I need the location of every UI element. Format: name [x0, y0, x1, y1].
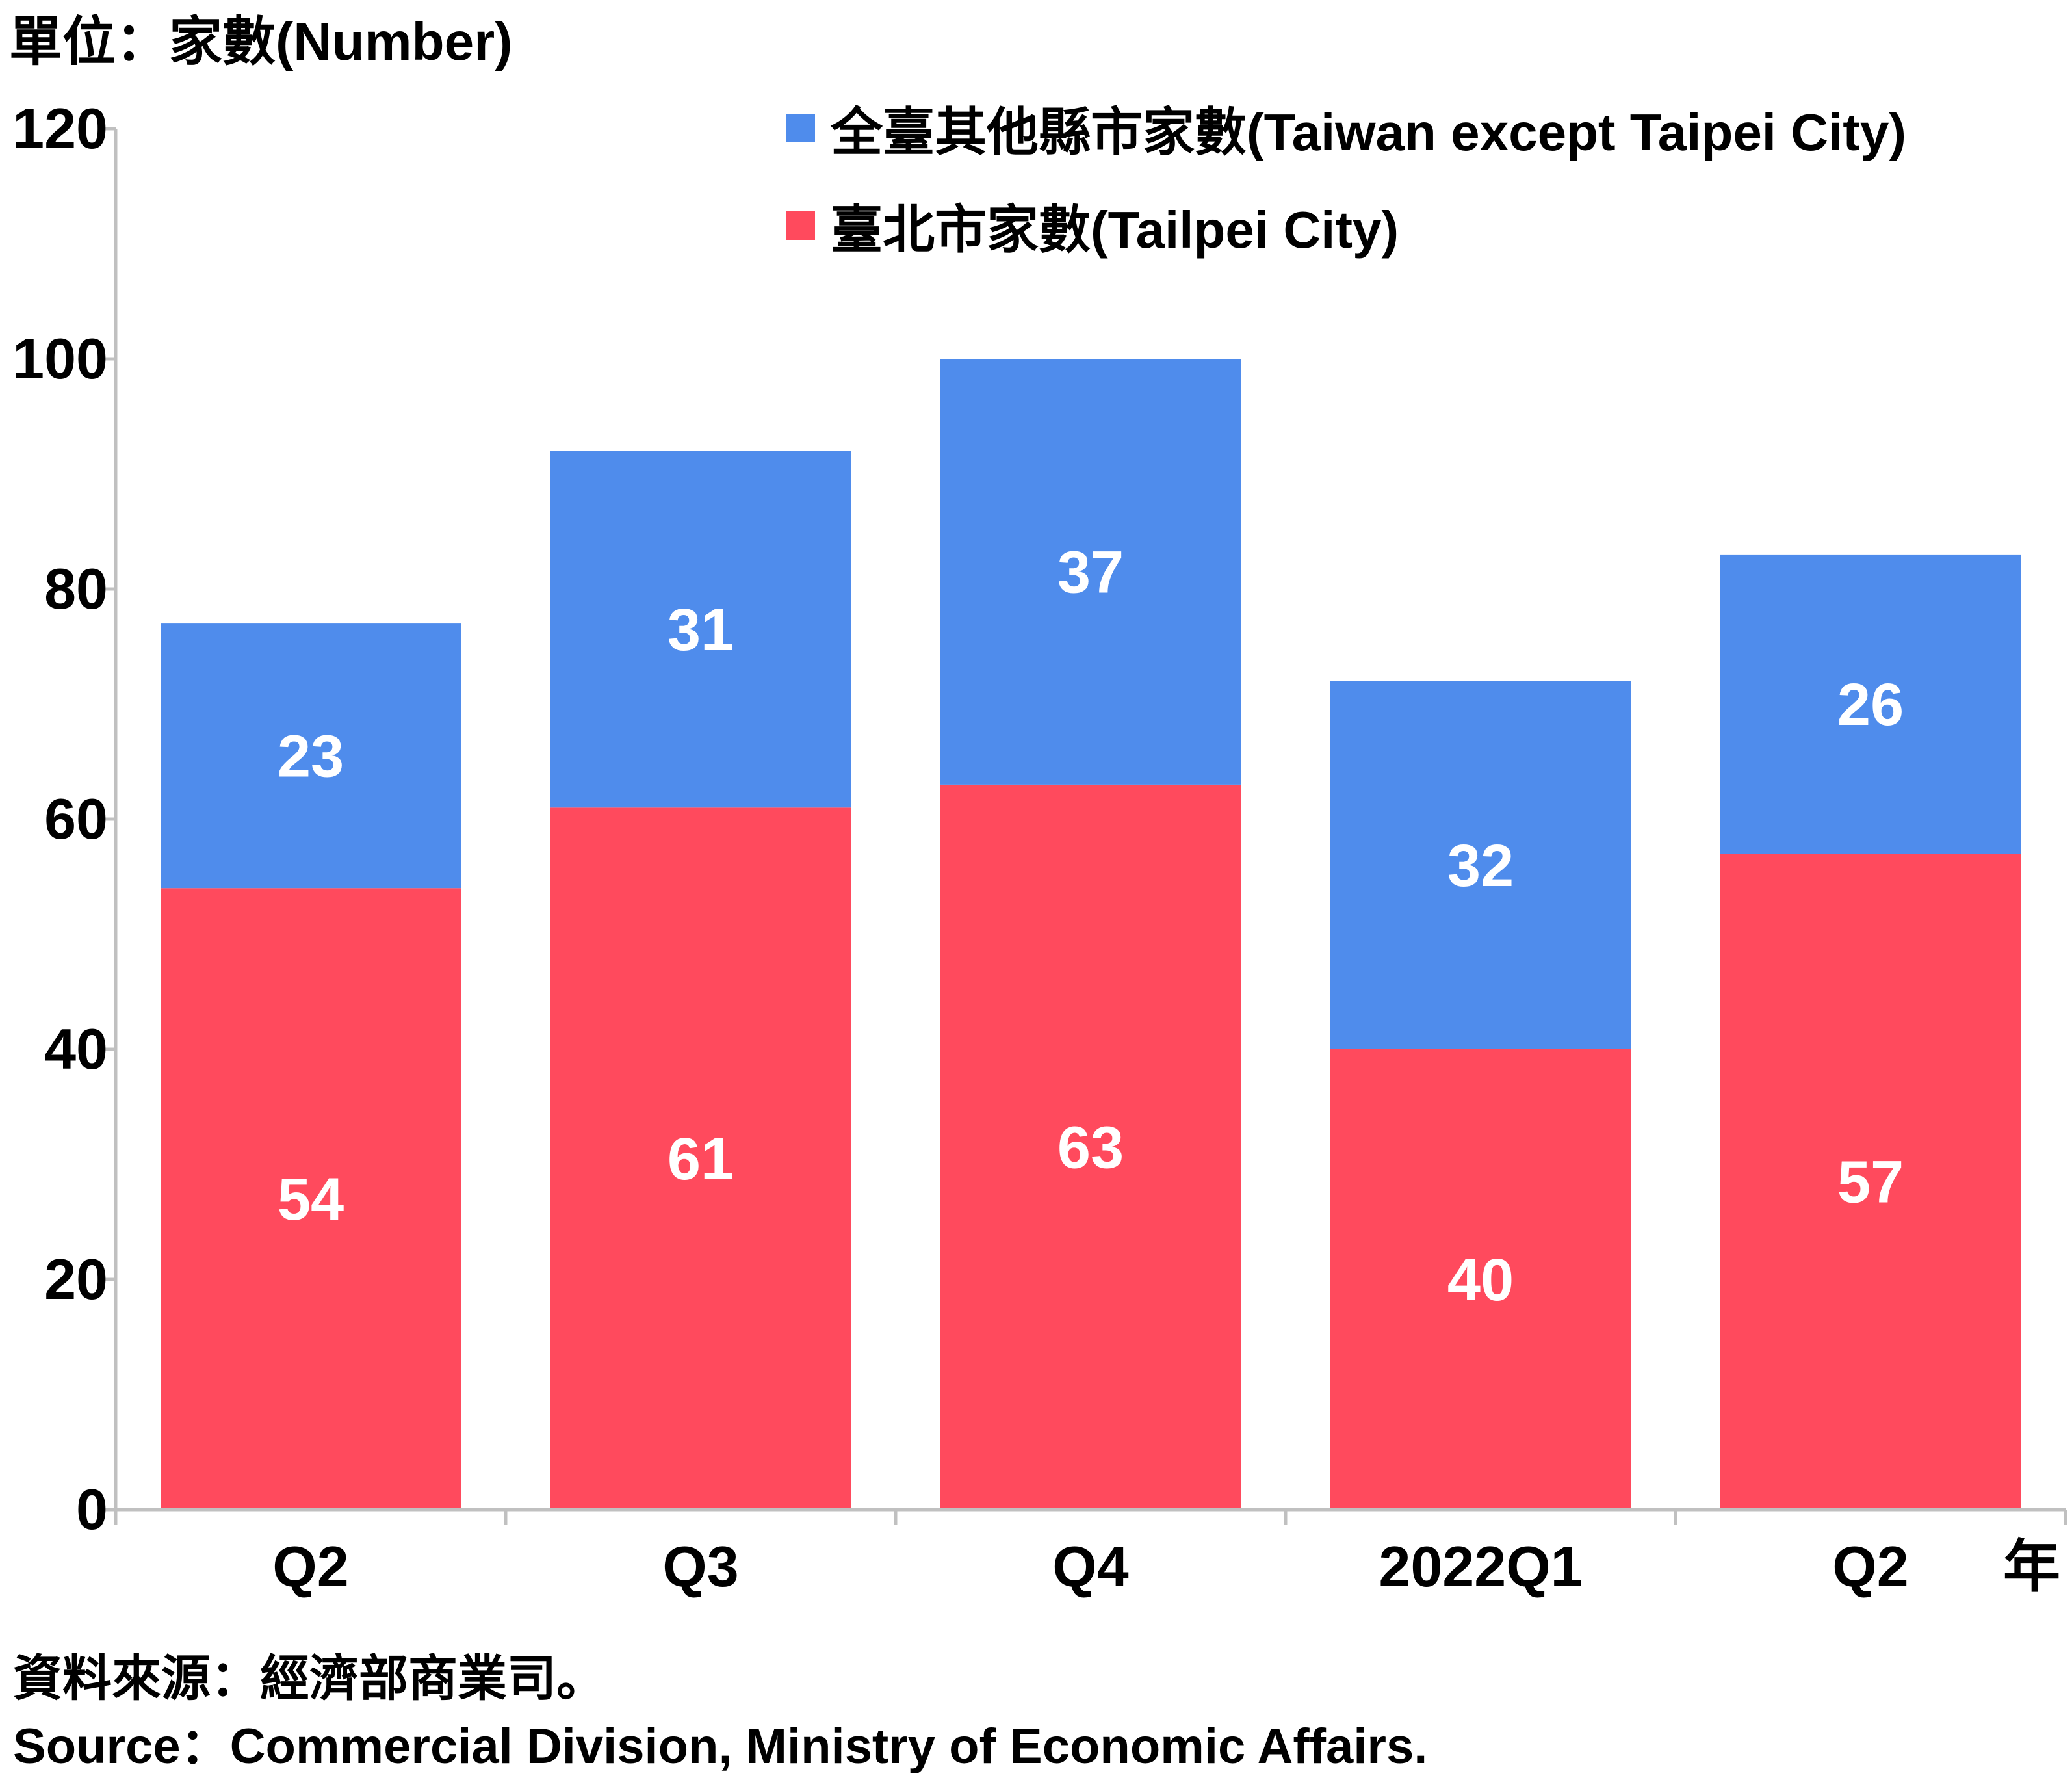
x-axis: Q2 Q3 Q4 2022Q1 Q2 — [114, 1508, 2067, 1599]
value-label-taipei-4: 57 — [1837, 1149, 1904, 1216]
y-tick-label-6: 120 — [12, 96, 108, 161]
x-tick-label-0: Q2 — [272, 1534, 348, 1599]
bar-other-0 — [161, 623, 461, 889]
legend-swatch-other — [786, 114, 815, 142]
year-suffix-label: 年 — [2003, 1534, 2060, 1599]
x-tick-label-4: Q2 — [1832, 1534, 1908, 1599]
source-en: Source：Commercial Division, Ministry of … — [13, 1719, 1427, 1774]
value-labels-group: 54 23 61 31 63 37 40 32 57 26 — [278, 539, 1904, 1313]
x-tick-label-3: 2022Q1 — [1379, 1534, 1582, 1599]
y-tick-label-5: 100 — [12, 326, 108, 391]
bar-taipei-3 — [1330, 1049, 1631, 1510]
value-label-taipei-2: 63 — [1057, 1114, 1124, 1181]
y-tick-label-2: 40 — [44, 1017, 108, 1081]
bar-other-2 — [940, 359, 1241, 785]
x-tick-label-1: Q3 — [662, 1534, 738, 1599]
y-tick-label-3: 60 — [44, 787, 108, 851]
value-label-taipei-1: 61 — [667, 1126, 734, 1192]
bar-other-4 — [1720, 554, 2021, 854]
bar-taipei-4 — [1720, 854, 2021, 1510]
legend: 全臺其他縣市家數(Taiwan except Taipei City) 臺北市家… — [786, 103, 1906, 259]
unit-label: 單位：家數(Number) — [9, 12, 512, 72]
value-label-other-2: 37 — [1057, 539, 1124, 605]
bar-other-1 — [550, 451, 851, 808]
bar-taipei-2 — [940, 784, 1241, 1510]
y-tick-label-0: 0 — [76, 1477, 108, 1541]
y-axis: 0 20 40 60 80 100 120 — [12, 96, 118, 1541]
legend-label-other: 全臺其他縣市家數(Taiwan except Taipei City) — [830, 103, 1906, 161]
bar-other-3 — [1330, 681, 1631, 1049]
value-label-taipei-0: 54 — [278, 1166, 344, 1233]
value-label-other-0: 23 — [278, 724, 344, 790]
legend-label-taipei: 臺北市家數(Tailpei City) — [831, 201, 1399, 259]
value-label-taipei-3: 40 — [1447, 1247, 1514, 1313]
value-label-other-4: 26 — [1837, 672, 1904, 738]
bar-taipei-0 — [161, 888, 461, 1510]
legend-swatch-taipei — [786, 211, 815, 240]
bars-group — [161, 359, 2021, 1510]
y-tick-label-1: 20 — [44, 1247, 108, 1311]
source-zh: 資料來源：經濟部商業司。 — [13, 1651, 606, 1707]
value-label-other-3: 32 — [1447, 833, 1514, 899]
bar-taipei-1 — [550, 807, 851, 1510]
x-tick-label-2: Q4 — [1052, 1534, 1128, 1599]
value-label-other-1: 31 — [667, 597, 734, 663]
y-tick-label-4: 80 — [44, 556, 108, 621]
